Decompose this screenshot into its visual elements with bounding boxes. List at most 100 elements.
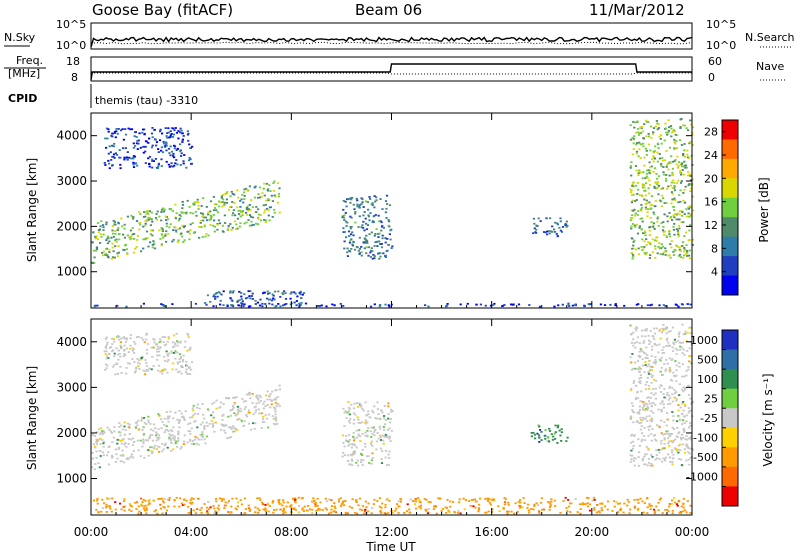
scatter-cell: [179, 341, 182, 344]
scatter-cell: [148, 155, 152, 158]
scatter-cell: [151, 166, 154, 169]
scatter-cell: [166, 371, 169, 374]
scatter-cell: [237, 299, 240, 302]
scatter-cell: [119, 156, 122, 159]
scatter-cell: [643, 164, 646, 167]
scatter-region: [204, 290, 306, 308]
scatter-cell: [521, 506, 524, 509]
scatter-cell: [406, 503, 409, 506]
scatter-cell: [692, 126, 695, 129]
scatter-cell: [275, 405, 278, 408]
scatter-cell: [173, 345, 176, 348]
scatter-cell: [387, 243, 390, 246]
scatter-cell: [367, 246, 370, 249]
scatter-cell: [168, 415, 171, 418]
scatter-cell: [645, 446, 648, 448]
scatter-cell: [118, 238, 121, 241]
scatter-cell: [555, 233, 558, 235]
scatter-cell: [207, 501, 210, 503]
scatter-cell: [294, 500, 297, 502]
scatter-cell: [682, 153, 685, 155]
scatter-cell: [212, 424, 215, 427]
scatter-cell: [637, 381, 641, 383]
scatter-cell: [115, 128, 118, 130]
scatter-cell: [264, 414, 267, 416]
scatter-cell: [674, 360, 677, 362]
scatter-cell: [151, 136, 154, 139]
scatter-cell: [645, 346, 648, 349]
scatter-cell: [676, 155, 679, 158]
scatter-cell: [179, 356, 182, 358]
scatter-cell: [674, 375, 677, 378]
scatter-cell: [191, 440, 194, 442]
scatter-cell: [367, 214, 370, 217]
scatter-cell: [644, 194, 647, 197]
colorbar-tick-label: -1000: [686, 471, 718, 484]
scatter-cell: [384, 433, 387, 436]
nsky-tick-bottom: 10^0: [56, 39, 86, 52]
scatter-cell: [229, 205, 232, 208]
scatter-cell: [548, 501, 551, 504]
scatter-cell: [102, 454, 105, 457]
scatter-cell: [116, 255, 119, 258]
scatter-cell: [145, 512, 148, 515]
scatter-cell: [538, 441, 541, 443]
scatter-cell: [351, 460, 354, 462]
scatter-cell: [656, 142, 660, 145]
scatter-cell: [671, 463, 674, 466]
scatter-cell: [133, 155, 136, 158]
scatter-cell: [163, 145, 166, 148]
scatter-cell: [266, 189, 269, 192]
scatter-cell: [113, 221, 116, 223]
scatter-cell: [175, 230, 178, 233]
scatter-cell: [219, 303, 222, 306]
scatter-cell: [298, 302, 301, 305]
scatter-cell: [237, 411, 240, 414]
scatter-cell: [196, 426, 199, 429]
scatter-cell: [299, 290, 302, 293]
scatter-cell: [248, 185, 251, 188]
scatter-cell: [189, 158, 192, 161]
scatter-cell: [167, 127, 170, 130]
scatter-cell: [377, 252, 380, 254]
scatter-cell: [344, 212, 347, 214]
scatter-cell: [346, 251, 349, 254]
scatter-cell: [681, 363, 684, 366]
scatter-cell: [144, 150, 147, 153]
scatter-cell: [350, 216, 353, 219]
scatter-cell: [220, 500, 224, 502]
scatter-cell: [215, 500, 218, 503]
scatter-cell: [637, 172, 640, 174]
scatter-cell: [234, 214, 237, 217]
scatter-cell: [669, 162, 672, 165]
scatter-cell: [141, 501, 144, 503]
scatter-cell: [123, 227, 126, 230]
scatter-cell: [689, 437, 692, 439]
scatter-cell: [240, 420, 244, 423]
scatter-cell: [636, 411, 639, 414]
scatter-cell: [273, 509, 276, 511]
scatter-cell: [614, 303, 617, 305]
scatter-cell: [651, 464, 654, 467]
scatter-cell: [641, 195, 644, 198]
scatter-cell: [134, 131, 137, 134]
scatter-cell: [173, 334, 176, 337]
scatter-cell: [689, 512, 692, 514]
scatter-cell: [600, 507, 603, 509]
scatter-cell: [169, 154, 172, 157]
scatter-cell: [102, 250, 105, 253]
scatter-cell: [674, 199, 677, 201]
scatter-cell: [689, 224, 692, 226]
scatter-cell: [103, 369, 107, 371]
scatter-cell: [236, 413, 239, 416]
scatter-cell: [685, 252, 688, 255]
scatter-cell: [183, 154, 186, 156]
scatter-cell: [629, 324, 632, 327]
scatter-cell: [126, 253, 129, 255]
scatter-cell: [523, 502, 526, 504]
scatter-cell: [554, 231, 557, 233]
scatter-cell: [240, 410, 243, 413]
scatter-cell: [212, 305, 215, 308]
scatter-cell: [679, 348, 682, 351]
